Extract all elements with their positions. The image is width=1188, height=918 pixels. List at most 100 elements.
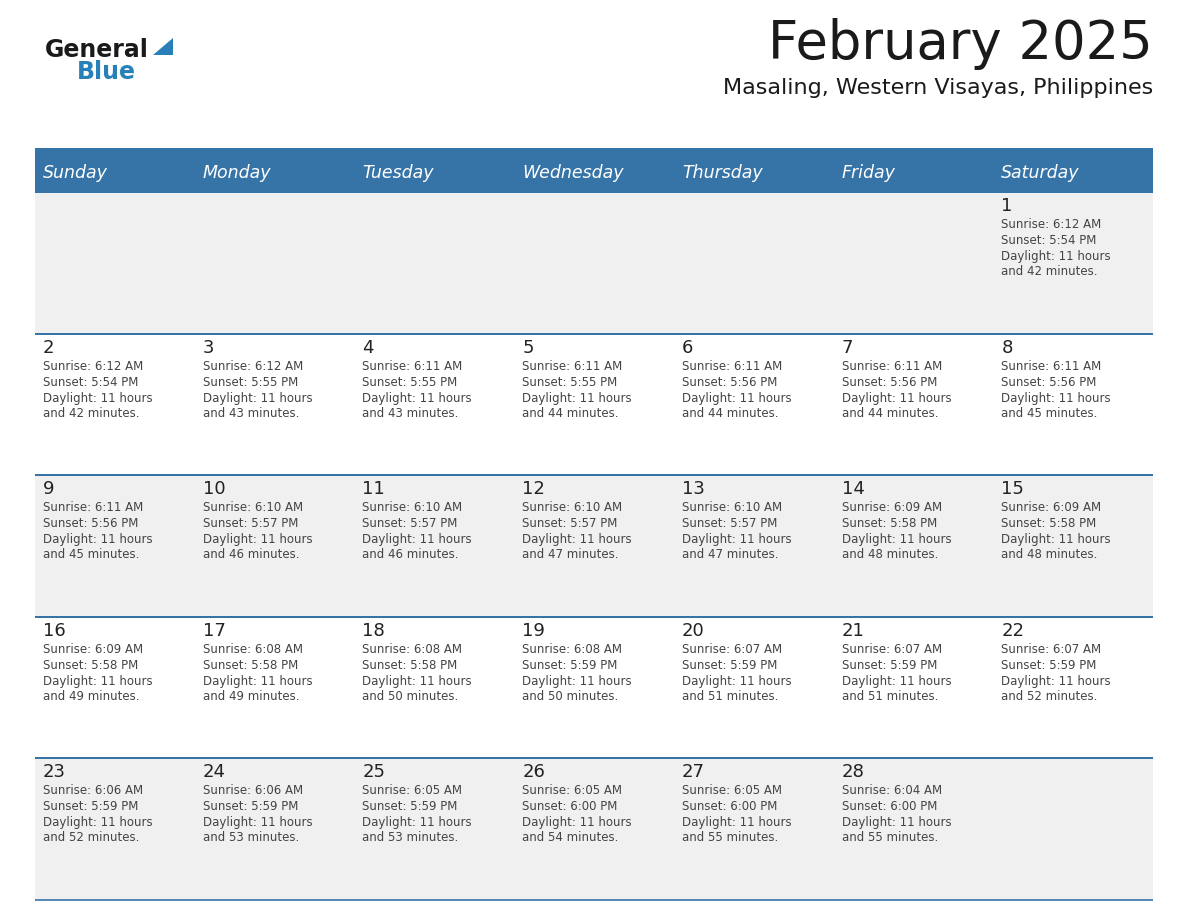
Bar bbox=[514, 154, 674, 192]
Bar bbox=[354, 192, 514, 333]
Polygon shape bbox=[153, 38, 173, 55]
Text: 20: 20 bbox=[682, 621, 704, 640]
Text: Sunrise: 6:10 AM: Sunrise: 6:10 AM bbox=[203, 501, 303, 514]
Bar bbox=[195, 476, 354, 617]
Text: 12: 12 bbox=[523, 480, 545, 498]
Bar bbox=[834, 333, 993, 476]
Text: Sunrise: 6:12 AM: Sunrise: 6:12 AM bbox=[1001, 218, 1101, 231]
Text: Sunset: 6:00 PM: Sunset: 6:00 PM bbox=[841, 800, 937, 813]
Text: Sunset: 5:59 PM: Sunset: 5:59 PM bbox=[523, 659, 618, 672]
Text: Daylight: 11 hours: Daylight: 11 hours bbox=[523, 816, 632, 829]
Bar bbox=[993, 617, 1154, 758]
Text: 27: 27 bbox=[682, 764, 704, 781]
Text: 21: 21 bbox=[841, 621, 865, 640]
Bar bbox=[514, 617, 674, 758]
Bar bbox=[993, 154, 1154, 192]
Text: Sunset: 5:55 PM: Sunset: 5:55 PM bbox=[362, 375, 457, 388]
Text: and 48 minutes.: and 48 minutes. bbox=[1001, 548, 1098, 561]
Text: Daylight: 11 hours: Daylight: 11 hours bbox=[682, 675, 791, 688]
Text: Sunrise: 6:10 AM: Sunrise: 6:10 AM bbox=[362, 501, 462, 514]
Bar bbox=[354, 617, 514, 758]
Text: Sunrise: 6:11 AM: Sunrise: 6:11 AM bbox=[1001, 360, 1101, 373]
Bar bbox=[674, 154, 834, 192]
Text: Daylight: 11 hours: Daylight: 11 hours bbox=[203, 533, 312, 546]
Text: 1: 1 bbox=[1001, 197, 1012, 215]
Text: Sunrise: 6:06 AM: Sunrise: 6:06 AM bbox=[203, 784, 303, 798]
Bar bbox=[993, 758, 1154, 900]
Text: and 54 minutes.: and 54 minutes. bbox=[523, 832, 619, 845]
Bar bbox=[834, 192, 993, 333]
Text: Sunset: 5:57 PM: Sunset: 5:57 PM bbox=[682, 517, 777, 531]
Text: Sunset: 5:56 PM: Sunset: 5:56 PM bbox=[841, 375, 937, 388]
Text: Sunset: 6:00 PM: Sunset: 6:00 PM bbox=[523, 800, 618, 813]
Text: Saturday: Saturday bbox=[1001, 164, 1080, 182]
Text: Daylight: 11 hours: Daylight: 11 hours bbox=[43, 816, 152, 829]
Text: and 55 minutes.: and 55 minutes. bbox=[841, 832, 937, 845]
Text: Sunset: 5:57 PM: Sunset: 5:57 PM bbox=[523, 517, 618, 531]
Text: Sunrise: 6:07 AM: Sunrise: 6:07 AM bbox=[1001, 643, 1101, 655]
Text: Sunset: 6:00 PM: Sunset: 6:00 PM bbox=[682, 800, 777, 813]
Text: 5: 5 bbox=[523, 339, 533, 356]
Text: Sunrise: 6:11 AM: Sunrise: 6:11 AM bbox=[523, 360, 623, 373]
Bar bbox=[993, 192, 1154, 333]
Text: Sunset: 5:54 PM: Sunset: 5:54 PM bbox=[43, 375, 138, 388]
Bar bbox=[34, 476, 195, 617]
Text: Daylight: 11 hours: Daylight: 11 hours bbox=[203, 675, 312, 688]
Text: Sunrise: 6:05 AM: Sunrise: 6:05 AM bbox=[362, 784, 462, 798]
Text: Sunrise: 6:11 AM: Sunrise: 6:11 AM bbox=[43, 501, 144, 514]
Text: and 49 minutes.: and 49 minutes. bbox=[203, 689, 299, 703]
Bar bbox=[34, 192, 195, 333]
Text: Daylight: 11 hours: Daylight: 11 hours bbox=[1001, 533, 1111, 546]
Text: Friday: Friday bbox=[841, 164, 896, 182]
Text: Sunrise: 6:11 AM: Sunrise: 6:11 AM bbox=[362, 360, 462, 373]
Text: Daylight: 11 hours: Daylight: 11 hours bbox=[682, 392, 791, 405]
Bar bbox=[834, 758, 993, 900]
Text: Sunrise: 6:10 AM: Sunrise: 6:10 AM bbox=[523, 501, 623, 514]
Bar bbox=[674, 476, 834, 617]
Text: Thursday: Thursday bbox=[682, 164, 763, 182]
Text: Daylight: 11 hours: Daylight: 11 hours bbox=[523, 392, 632, 405]
Text: and 53 minutes.: and 53 minutes. bbox=[362, 832, 459, 845]
Text: 25: 25 bbox=[362, 764, 385, 781]
Text: 11: 11 bbox=[362, 480, 385, 498]
Text: and 52 minutes.: and 52 minutes. bbox=[43, 832, 139, 845]
Text: Sunrise: 6:12 AM: Sunrise: 6:12 AM bbox=[203, 360, 303, 373]
Text: and 50 minutes.: and 50 minutes. bbox=[523, 689, 619, 703]
Text: 23: 23 bbox=[43, 764, 67, 781]
Text: Sunrise: 6:08 AM: Sunrise: 6:08 AM bbox=[523, 643, 623, 655]
Text: Monday: Monday bbox=[203, 164, 271, 182]
Text: and 52 minutes.: and 52 minutes. bbox=[1001, 689, 1098, 703]
Text: 4: 4 bbox=[362, 339, 374, 356]
Bar bbox=[195, 154, 354, 192]
Text: Sunset: 5:56 PM: Sunset: 5:56 PM bbox=[682, 375, 777, 388]
Bar bbox=[195, 192, 354, 333]
Text: Blue: Blue bbox=[77, 60, 135, 84]
Text: 13: 13 bbox=[682, 480, 704, 498]
Text: Sunrise: 6:09 AM: Sunrise: 6:09 AM bbox=[43, 643, 143, 655]
Text: Sunrise: 6:10 AM: Sunrise: 6:10 AM bbox=[682, 501, 782, 514]
Bar bbox=[993, 333, 1154, 476]
Text: and 51 minutes.: and 51 minutes. bbox=[841, 689, 939, 703]
Text: Daylight: 11 hours: Daylight: 11 hours bbox=[43, 533, 152, 546]
Text: Daylight: 11 hours: Daylight: 11 hours bbox=[362, 675, 472, 688]
Text: and 46 minutes.: and 46 minutes. bbox=[203, 548, 299, 561]
Bar bbox=[34, 154, 195, 192]
Text: and 42 minutes.: and 42 minutes. bbox=[43, 407, 139, 420]
Text: Sunset: 5:59 PM: Sunset: 5:59 PM bbox=[43, 800, 138, 813]
Text: Daylight: 11 hours: Daylight: 11 hours bbox=[841, 392, 952, 405]
Text: Sunrise: 6:07 AM: Sunrise: 6:07 AM bbox=[682, 643, 782, 655]
Text: Sunrise: 6:11 AM: Sunrise: 6:11 AM bbox=[841, 360, 942, 373]
Text: Daylight: 11 hours: Daylight: 11 hours bbox=[362, 816, 472, 829]
Text: Daylight: 11 hours: Daylight: 11 hours bbox=[362, 392, 472, 405]
Text: 26: 26 bbox=[523, 764, 545, 781]
Text: General: General bbox=[45, 38, 148, 62]
Text: Sunset: 5:59 PM: Sunset: 5:59 PM bbox=[841, 659, 937, 672]
Text: and 43 minutes.: and 43 minutes. bbox=[362, 407, 459, 420]
Text: 19: 19 bbox=[523, 621, 545, 640]
Text: 8: 8 bbox=[1001, 339, 1012, 356]
Bar bbox=[514, 758, 674, 900]
Text: 2: 2 bbox=[43, 339, 55, 356]
Text: and 48 minutes.: and 48 minutes. bbox=[841, 548, 939, 561]
Bar bbox=[34, 333, 195, 476]
Text: 7: 7 bbox=[841, 339, 853, 356]
